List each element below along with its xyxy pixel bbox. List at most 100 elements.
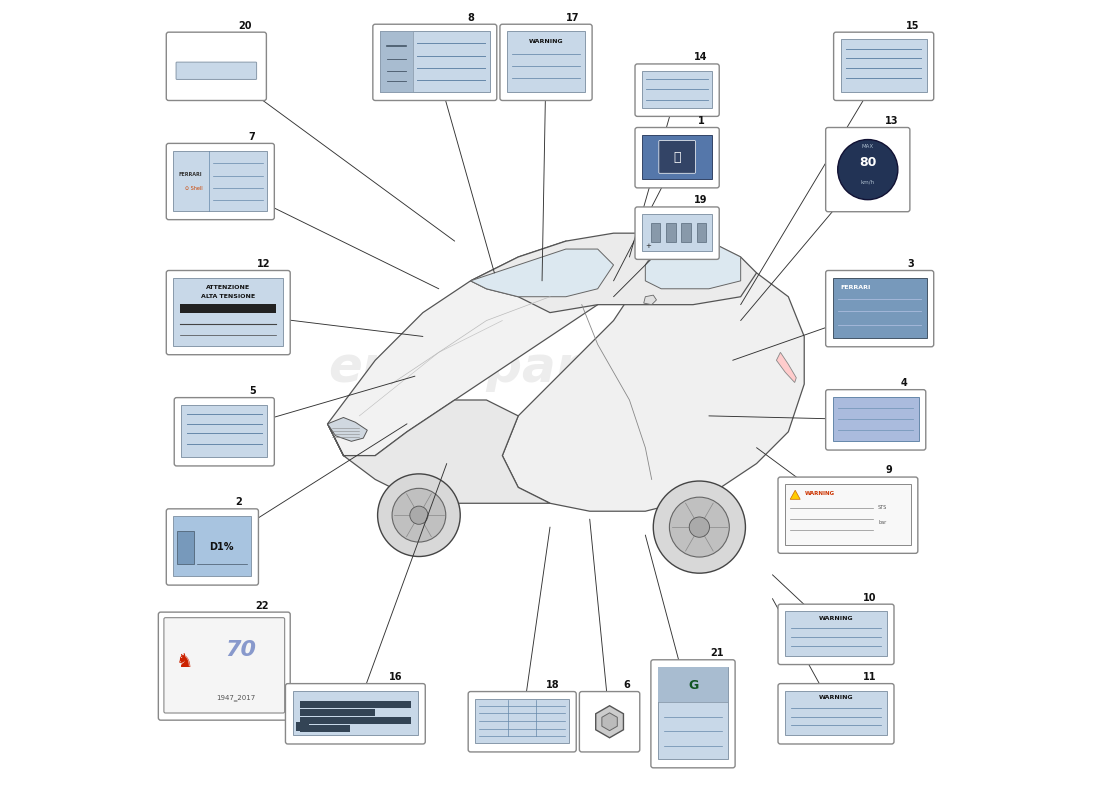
Polygon shape <box>328 400 550 503</box>
Text: ♞: ♞ <box>176 652 194 671</box>
FancyBboxPatch shape <box>696 223 706 242</box>
FancyBboxPatch shape <box>659 141 695 174</box>
Text: 3: 3 <box>908 259 914 269</box>
FancyBboxPatch shape <box>642 214 712 250</box>
FancyBboxPatch shape <box>785 611 887 656</box>
FancyBboxPatch shape <box>642 134 712 179</box>
Text: 7: 7 <box>248 132 255 142</box>
Polygon shape <box>602 713 617 730</box>
Text: 1: 1 <box>697 116 704 126</box>
FancyBboxPatch shape <box>300 726 350 732</box>
FancyBboxPatch shape <box>507 31 585 92</box>
Text: WARNING: WARNING <box>529 38 563 43</box>
Text: 22: 22 <box>255 601 270 610</box>
FancyBboxPatch shape <box>651 660 735 768</box>
FancyBboxPatch shape <box>499 24 592 101</box>
Text: MAX: MAX <box>861 144 873 149</box>
FancyBboxPatch shape <box>300 718 410 724</box>
Text: 18: 18 <box>547 680 560 690</box>
Text: D1%: D1% <box>209 542 234 552</box>
FancyBboxPatch shape <box>650 223 660 242</box>
FancyBboxPatch shape <box>635 127 719 188</box>
FancyBboxPatch shape <box>174 516 251 576</box>
Text: 16: 16 <box>389 672 403 682</box>
FancyBboxPatch shape <box>166 143 274 220</box>
FancyBboxPatch shape <box>164 618 285 713</box>
Polygon shape <box>644 295 657 305</box>
Text: 80: 80 <box>859 156 877 170</box>
Text: WARNING: WARNING <box>818 695 854 700</box>
Text: 70: 70 <box>226 639 256 659</box>
FancyBboxPatch shape <box>300 702 410 708</box>
FancyBboxPatch shape <box>778 604 894 665</box>
Text: 10: 10 <box>862 593 876 602</box>
FancyBboxPatch shape <box>635 64 719 116</box>
FancyBboxPatch shape <box>166 509 258 585</box>
Text: STS: STS <box>878 506 888 510</box>
Text: 15: 15 <box>905 21 918 30</box>
Text: 8: 8 <box>468 13 474 22</box>
FancyBboxPatch shape <box>778 477 917 554</box>
FancyBboxPatch shape <box>681 223 691 242</box>
Text: 14: 14 <box>694 52 707 62</box>
FancyBboxPatch shape <box>778 684 894 744</box>
Text: ⛽: ⛽ <box>673 151 681 164</box>
Text: km/h: km/h <box>860 179 875 185</box>
FancyBboxPatch shape <box>469 691 576 752</box>
FancyBboxPatch shape <box>840 39 926 92</box>
Text: 9: 9 <box>886 466 892 475</box>
Polygon shape <box>503 257 804 511</box>
FancyBboxPatch shape <box>296 722 309 731</box>
Text: WARNING: WARNING <box>805 491 835 496</box>
FancyBboxPatch shape <box>174 398 274 466</box>
Text: 21: 21 <box>711 648 724 658</box>
Polygon shape <box>471 249 614 297</box>
Circle shape <box>838 139 898 200</box>
FancyBboxPatch shape <box>379 31 412 92</box>
Circle shape <box>392 488 446 542</box>
Text: 17: 17 <box>565 13 579 22</box>
Polygon shape <box>790 490 800 499</box>
FancyBboxPatch shape <box>658 667 728 759</box>
FancyBboxPatch shape <box>176 62 256 79</box>
Text: FERRARI: FERRARI <box>840 285 871 290</box>
Text: ALTA TENSIONE: ALTA TENSIONE <box>201 294 255 299</box>
FancyBboxPatch shape <box>658 667 728 702</box>
Text: FERRARI: FERRARI <box>178 172 202 177</box>
FancyBboxPatch shape <box>158 612 290 720</box>
FancyBboxPatch shape <box>293 690 418 735</box>
FancyBboxPatch shape <box>166 32 266 101</box>
FancyBboxPatch shape <box>300 710 375 716</box>
FancyBboxPatch shape <box>833 278 926 338</box>
FancyBboxPatch shape <box>666 223 675 242</box>
FancyBboxPatch shape <box>785 484 911 545</box>
Circle shape <box>690 517 710 538</box>
Text: 11: 11 <box>862 672 876 682</box>
FancyBboxPatch shape <box>286 684 426 744</box>
FancyBboxPatch shape <box>475 698 569 743</box>
Circle shape <box>410 506 428 524</box>
Text: 1947‗2017: 1947‗2017 <box>217 694 255 701</box>
FancyBboxPatch shape <box>580 691 640 752</box>
Circle shape <box>653 481 746 573</box>
Polygon shape <box>777 352 796 382</box>
Text: +: + <box>645 243 651 250</box>
Text: 19: 19 <box>694 195 707 206</box>
Text: WARNING: WARNING <box>818 616 854 621</box>
Text: eurospares: eurospares <box>329 344 645 392</box>
Polygon shape <box>646 241 740 289</box>
Text: G: G <box>688 679 698 692</box>
FancyBboxPatch shape <box>174 278 283 346</box>
FancyBboxPatch shape <box>176 531 194 564</box>
FancyBboxPatch shape <box>166 270 290 354</box>
Text: passion for parts since 1985: passion for parts since 1985 <box>439 433 693 494</box>
Text: ⊙ Shell: ⊙ Shell <box>185 186 202 191</box>
FancyBboxPatch shape <box>182 405 267 457</box>
FancyBboxPatch shape <box>834 32 934 101</box>
Text: 5: 5 <box>250 386 256 396</box>
Text: 4: 4 <box>901 378 908 388</box>
Text: 12: 12 <box>257 259 271 269</box>
FancyBboxPatch shape <box>826 270 934 346</box>
Text: ATTENZIONE: ATTENZIONE <box>206 286 251 290</box>
Polygon shape <box>328 418 367 442</box>
